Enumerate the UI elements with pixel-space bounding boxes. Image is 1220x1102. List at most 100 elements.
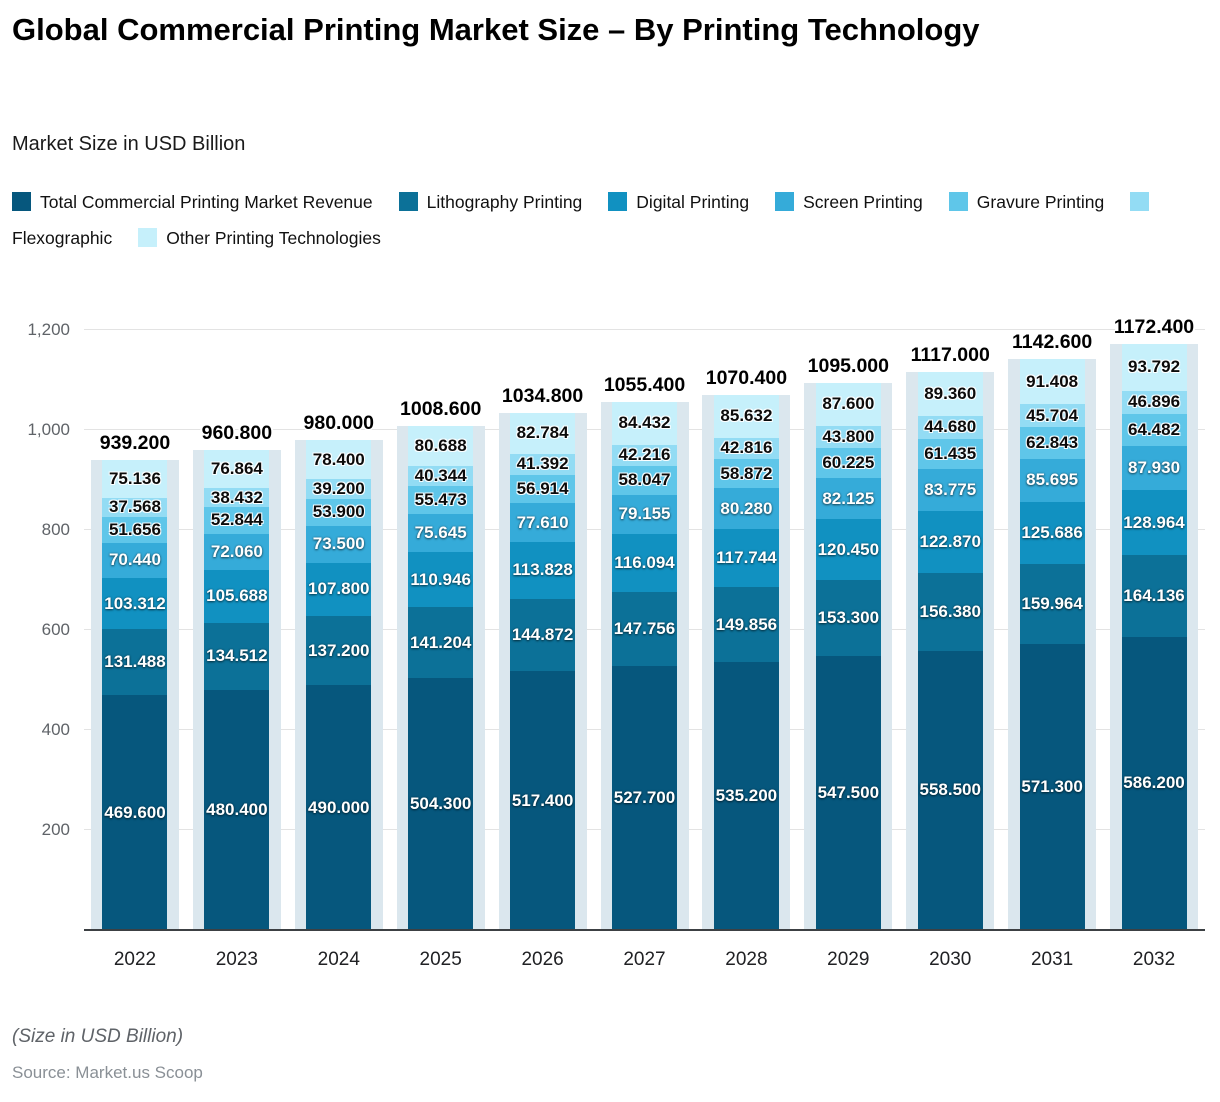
bar-segment: [612, 494, 677, 535]
bar-segment-label: 79.155: [618, 504, 671, 524]
bar-segment-label: 469.600: [104, 802, 166, 822]
bar-segment: [815, 478, 881, 520]
bar-segment-label: 134.512: [206, 646, 268, 666]
bar-segment-label: 490.000: [308, 797, 370, 817]
x-axis-label: 2024: [317, 949, 360, 970]
bar-segment-label: 480.400: [206, 799, 268, 819]
bar-segment: [102, 460, 168, 498]
bar-segment: [306, 440, 372, 480]
bar-total-label: 1070.400: [705, 366, 788, 389]
bar-segment: [1019, 358, 1085, 405]
bar-segment-label: 55.473: [414, 490, 467, 510]
bar-segment-label: 103.312: [104, 593, 166, 613]
bar-segment: [204, 449, 270, 489]
bar-segment: [306, 616, 372, 685]
bar-segment-label: 43.800: [822, 427, 875, 447]
bar-segment: [102, 497, 168, 517]
bar-segment-label: 547.500: [817, 783, 880, 803]
bar-segment: [102, 542, 168, 578]
bar-segment-label: 37.568: [108, 497, 161, 517]
bar-segment: [917, 416, 983, 439]
bar-segment-label: 137.200: [308, 640, 370, 660]
legend-item: Flexographic: [12, 192, 1158, 248]
bar-segment-label: 117.744: [716, 548, 777, 568]
gridline: [84, 329, 1205, 330]
bar-segment-label: 75.645: [414, 522, 467, 542]
y-axis-label: 1,200: [27, 320, 70, 339]
bar-segment-label: 120.450: [817, 539, 880, 559]
bar-segment-label: 110.946: [410, 569, 471, 589]
bar-segment: [1121, 636, 1187, 930]
bar-segment: [815, 519, 881, 580]
bar-segment: [815, 382, 881, 427]
bar-segment: [1019, 644, 1085, 930]
y-axis-label: 400: [41, 720, 70, 739]
legend-item: Other Printing Technologies: [138, 228, 381, 248]
bar-segment-label: 51.656: [108, 519, 161, 539]
x-axis-label: 2027: [623, 949, 666, 970]
bar-segment-label: 58.047: [618, 470, 671, 490]
bar-segment-label: 45.704: [1026, 405, 1079, 425]
bar-segment: [1019, 404, 1085, 428]
bar-segment-label: 149.856: [715, 614, 778, 634]
bar-segment-label: 116.094: [614, 553, 675, 573]
bar-segment-label: 52.844: [210, 510, 263, 530]
bar-segment: [713, 459, 779, 489]
x-axis-label: 2029: [827, 949, 870, 970]
bar-segment-label: 41.392: [516, 454, 569, 474]
legend-item: Gravure Printing: [948, 192, 1105, 212]
bar-segment: [612, 465, 677, 495]
bar-segment: [612, 444, 677, 466]
bar-segment-label: 87.600: [822, 394, 875, 414]
bar-segment-label: 504.300: [409, 793, 472, 813]
bar-segment: [917, 572, 983, 651]
bar-segment: [306, 685, 372, 930]
bar-segment: [1019, 564, 1085, 645]
bar-segment-label: 58.872: [720, 463, 773, 483]
bar-segment: [917, 469, 983, 512]
bar-segment: [408, 677, 474, 930]
bar-segment: [1121, 414, 1187, 447]
bar-segment: [510, 671, 576, 930]
bar-segment-label: 105.688: [206, 586, 268, 606]
bar-segment-label: 91.408: [1026, 371, 1079, 391]
bar-segment: [1019, 501, 1085, 565]
bar-segment: [612, 402, 677, 445]
bar-segment: [713, 437, 779, 460]
legend-swatch: [12, 192, 31, 211]
bar-segment: [1019, 458, 1085, 502]
bar-segment-label: 53.900: [312, 502, 365, 522]
bar-segment-label: 83.775: [924, 480, 977, 500]
legend-label: Digital Printing: [636, 192, 750, 212]
bar-segment: [917, 371, 983, 417]
bar-total-label: 1008.600: [400, 397, 482, 420]
bar-segment-label: 113.828: [512, 560, 573, 580]
bar-segment-label: 128.964: [1123, 512, 1185, 532]
bar-segment-label: 82.125: [822, 488, 875, 508]
bar-segment-label: 62.843: [1026, 432, 1079, 452]
bar-total-label: 960.800: [201, 421, 273, 444]
bar-segment-label: 571.300: [1021, 777, 1083, 797]
legend-label: Other Printing Technologies: [166, 228, 381, 248]
bar-segment-label: 72.060: [210, 541, 263, 561]
bar-segment-label: 131.488: [104, 652, 166, 672]
bar-segment-label: 77.610: [516, 512, 569, 532]
legend-label: Gravure Printing: [976, 192, 1105, 212]
bar-segment-label: 64.482: [1128, 420, 1181, 440]
bar-segment: [1121, 446, 1187, 491]
bar-segment-label: 141.204: [409, 632, 472, 652]
bar-segment: [204, 533, 270, 570]
bar-total-label: 1034.800: [501, 384, 584, 407]
bar-segment: [102, 695, 168, 930]
legend-item: Lithography Printing: [398, 192, 582, 212]
bar-segment-label: 82.784: [516, 423, 569, 443]
bar-segment-label: 73.500: [312, 534, 365, 554]
x-axis-label: 2026: [521, 949, 564, 970]
bar-segment: [510, 474, 576, 504]
y-axis-label: 600: [41, 620, 70, 639]
bar-segment-label: 70.440: [108, 550, 161, 570]
bar-segment-label: 147.756: [613, 619, 676, 639]
bar-segment: [612, 666, 677, 930]
bar-segment-label: 78.400: [312, 449, 365, 469]
